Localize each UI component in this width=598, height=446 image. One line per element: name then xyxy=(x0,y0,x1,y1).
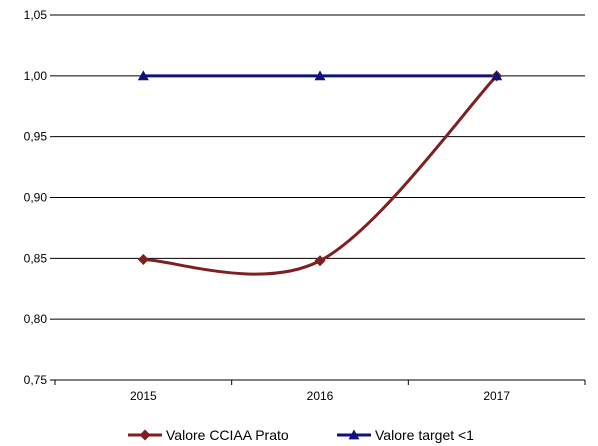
gridlines xyxy=(55,14,585,320)
legend-marker xyxy=(348,429,360,440)
legend: Valore CCIAA Prato Valore target <1 xyxy=(128,427,474,443)
x-tick-label: 2015 xyxy=(130,389,157,403)
legend-label: Valore CCIAA Prato xyxy=(166,427,289,443)
series-line-1 xyxy=(143,74,498,276)
legend-label: Valore target <1 xyxy=(375,427,474,443)
y-tick-label: 0,80 xyxy=(24,312,48,326)
x-tick-label: 2016 xyxy=(307,389,334,403)
y-tick-label: 0,85 xyxy=(24,251,48,265)
data-point-2 xyxy=(314,70,326,81)
x-tick-label: 2017 xyxy=(483,389,510,403)
y-tick-label: 0,95 xyxy=(24,130,48,144)
data-point-2 xyxy=(137,70,149,81)
x-axis-ticks: 2015 2016 2017 xyxy=(54,380,586,403)
legend-marker xyxy=(139,429,151,441)
y-tick-label: 0,75 xyxy=(24,373,48,387)
y-tick-label: 0,90 xyxy=(24,191,48,205)
y-axis-ticks: 0,75 0,80 0,85 0,90 0,95 1,00 1,05 xyxy=(24,8,55,387)
data-point-2 xyxy=(491,70,503,81)
y-tick-label: 1,00 xyxy=(24,69,48,83)
y-tick-label: 1,05 xyxy=(24,8,48,22)
data-point-1 xyxy=(314,255,326,267)
data-point-1 xyxy=(137,254,149,266)
series-group xyxy=(137,70,503,276)
